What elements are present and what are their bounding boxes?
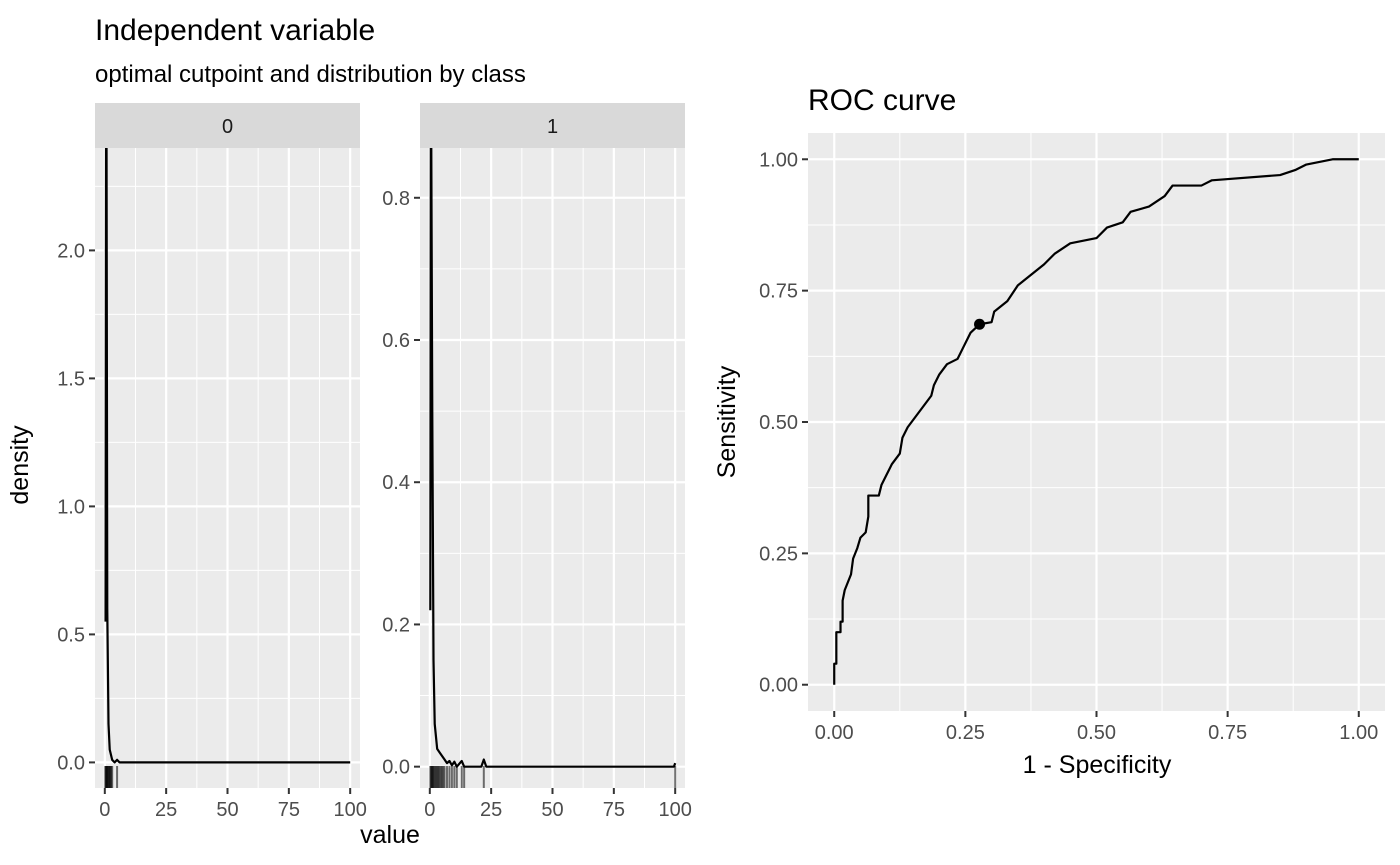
facet-strip (420, 103, 685, 148)
y-tick-label: 0.25 (759, 543, 798, 565)
x-tick-label: 25 (155, 799, 177, 821)
y-tick-label: 0.5 (57, 624, 85, 646)
facet-strip-label: 1 (547, 116, 558, 138)
density-facet-class-0: 0 0 25 50 75 100 0.0 0.5 1.0 1.5 2.0 (57, 103, 367, 821)
x-tick-label: 50 (216, 799, 238, 821)
x-tick-label: 100 (658, 799, 691, 821)
y-tick-label: 1.0 (57, 496, 85, 518)
y-tick-label: 0.2 (382, 614, 410, 636)
y-tick-label: 0.75 (759, 281, 798, 303)
roc-chart-title: ROC curve (808, 84, 956, 117)
x-tick-label: 0.50 (1077, 722, 1116, 744)
facet-strip-label: 0 (222, 116, 233, 138)
x-tick-label: 100 (333, 799, 366, 821)
y-tick-label: 1.00 (759, 149, 798, 171)
y-tick-label: 0.0 (57, 752, 85, 774)
density-y-axis-title: density (6, 425, 34, 505)
facet-strip (95, 103, 360, 148)
density-chart-subtitle: optimal cutpoint and distribution by cla… (95, 61, 526, 88)
y-tick-label: 1.5 (57, 368, 85, 390)
y-tick-label: 0.0 (382, 757, 410, 779)
x-tick-label: 0.25 (946, 722, 985, 744)
density-curve (429, 148, 677, 768)
x-tick-label: 0 (99, 799, 110, 821)
y-tick-label: 0.8 (382, 188, 410, 210)
x-tick-label: 75 (603, 799, 625, 821)
x-tick-label: 75 (278, 799, 300, 821)
roc-x-axis-title: 1 - Specificity (1023, 751, 1172, 779)
roc-panel: 0.00 0.25 0.50 0.75 1.00 0.00 0.25 0.50 0.75 1.00 (759, 133, 1385, 744)
x-tick-label: 0.00 (815, 722, 854, 744)
roc-y-axis-title: Sensitivity (713, 365, 741, 478)
density-chart-title: Independent variable (95, 14, 375, 47)
roc-curve-line (833, 158, 1359, 685)
x-tick-label: 50 (541, 799, 563, 821)
x-tick-label: 0.75 (1208, 722, 1247, 744)
y-tick-label: 0.6 (382, 330, 410, 352)
x-tick-label: 25 (480, 799, 502, 821)
x-tick-label: 0 (424, 799, 435, 821)
density-x-axis-title: value (360, 821, 420, 849)
density-facet-class-1: 1 0 25 50 75 100 0.0 0.2 0.4 0.6 0.8 (382, 103, 692, 821)
y-tick-label: 0.50 (759, 412, 798, 434)
y-tick-label: 2.0 (57, 240, 85, 262)
y-tick-label: 0.4 (382, 472, 410, 494)
y-tick-label: 0.00 (759, 675, 798, 697)
optimal-cutpoint-marker (974, 318, 986, 330)
density-curve (104, 148, 351, 764)
x-tick-label: 1.00 (1339, 722, 1378, 744)
